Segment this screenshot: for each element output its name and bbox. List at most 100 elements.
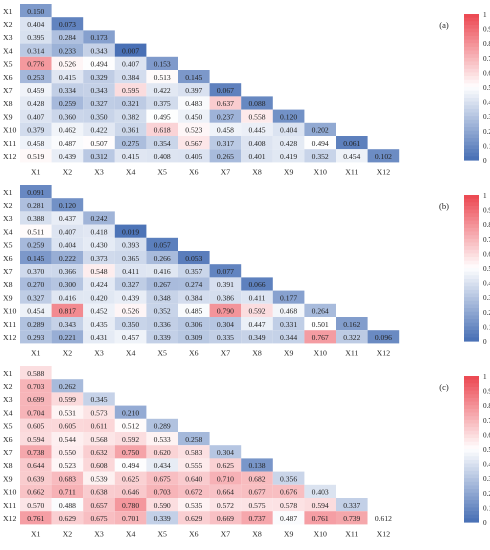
colorbar-tick-label: 0.5 <box>483 265 490 273</box>
heatmap-cell <box>178 251 210 265</box>
colorbar-segment <box>464 286 479 291</box>
heatmap-cell <box>83 56 115 70</box>
heatmap-cell <box>146 251 178 265</box>
heatmap-cell <box>178 317 210 331</box>
cell-value-label: 0.611 <box>91 422 108 431</box>
heatmap-cell <box>241 277 273 291</box>
panel-label: (c) <box>439 382 449 392</box>
heatmap-cell <box>51 264 84 278</box>
heatmap-cell <box>241 317 273 331</box>
heatmap-cell <box>114 498 147 512</box>
cell-value-label: 0.434 <box>154 461 171 470</box>
colorbar-segment <box>464 430 479 435</box>
cell-value-label: 0.401 <box>248 152 265 161</box>
colorbar-segment <box>464 72 479 77</box>
row-tick-label: X7 <box>3 86 13 95</box>
cell-value-label: 0.405 <box>185 152 202 161</box>
cell-value-label: 0.321 <box>122 99 139 108</box>
heatmap-cell <box>241 484 273 498</box>
heatmap-cell <box>20 277 52 291</box>
row-tick-label: X5 <box>3 241 13 250</box>
column-tick-label: X11 <box>345 348 358 357</box>
colorbar-tick-label: 0.8 <box>483 221 490 229</box>
heatmap-cell <box>51 392 84 406</box>
heatmap-cell <box>209 498 242 512</box>
heatmap-cell <box>20 303 52 317</box>
colorbar-segment <box>464 438 479 443</box>
colorbar-segment <box>464 213 479 218</box>
heatmap-cell <box>51 136 84 150</box>
cell-value-label: 0.738 <box>27 448 44 457</box>
cell-value-label: 0.428 <box>280 139 297 148</box>
cell-value-label: 0.293 <box>27 333 44 342</box>
cell-value-label: 0.404 <box>280 126 297 135</box>
cell-value-label: 0.350 <box>122 320 139 329</box>
colorbar-segment <box>464 333 479 338</box>
heatmap-cell <box>20 224 52 238</box>
cell-value-label: 0.817 <box>59 307 76 316</box>
cell-value-label: 0.312 <box>90 152 107 161</box>
colorbar-segment <box>464 275 479 280</box>
row-tick-label: X9 <box>3 112 13 121</box>
cell-value-label: 0.393 <box>122 241 139 250</box>
colorbar-tick-label: 0.9 <box>483 26 490 34</box>
cell-value-label: 0.676 <box>280 488 297 497</box>
heatmap-cell <box>20 237 52 251</box>
cell-value-label: 0.605 <box>59 422 76 431</box>
cell-value-label: 0.384 <box>122 73 139 82</box>
heatmap-cell <box>146 484 178 498</box>
heatmap-cell <box>114 445 147 459</box>
heatmap-cell <box>114 136 147 150</box>
heatmap-cell <box>241 330 273 344</box>
heatmap-cell <box>178 122 210 136</box>
colorbar-segment <box>464 408 479 414</box>
colorbar-segment <box>464 253 479 258</box>
heatmap-cell <box>241 290 273 304</box>
colorbar-tick-label: 0 <box>483 338 487 346</box>
cell-value-label: 0.379 <box>27 126 44 135</box>
cell-value-label: 0.102 <box>375 152 392 161</box>
heatmap-cell <box>20 43 52 57</box>
column-tick-label: X5 <box>157 167 167 176</box>
row-tick-label: X8 <box>3 461 13 470</box>
cell-value-label: 0.531 <box>59 408 76 417</box>
colorbar-segment <box>464 496 479 501</box>
cell-value-label: 0.640 <box>185 474 202 483</box>
colorbar-tick-label: 0.7 <box>483 55 490 63</box>
cell-value-label: 0.284 <box>59 33 76 42</box>
cell-value-label: 0.578 <box>280 501 297 510</box>
heatmap-cell <box>51 277 84 291</box>
colorbar-tick-label: 0.1 <box>483 142 490 150</box>
cell-value-label: 0.153 <box>154 60 171 69</box>
heatmap-cell <box>209 458 242 472</box>
cell-value-label: 0.675 <box>154 474 171 483</box>
heatmap-cell <box>241 122 273 136</box>
cell-value-label: 0.416 <box>154 267 171 276</box>
heatmap-cell <box>20 264 52 278</box>
cell-value-label: 0.150 <box>27 7 44 16</box>
cell-value-label: 0.430 <box>90 241 107 250</box>
column-tick-label: X7 <box>221 529 231 538</box>
colorbar-segment <box>464 195 479 200</box>
row-tick-label: X5 <box>3 422 13 431</box>
cell-value-label: 0.483 <box>185 99 202 108</box>
heatmap-cell <box>241 96 273 110</box>
row-tick-label: X7 <box>3 448 13 457</box>
heatmap-cell <box>241 136 273 150</box>
colorbar-tick-label: 0.7 <box>483 417 490 425</box>
colorbar-tick-label: 0.9 <box>483 388 490 396</box>
column-tick-label: X4 <box>126 167 136 176</box>
colorbar-segment <box>464 156 479 161</box>
heatmap-cell <box>304 330 336 344</box>
colorbar-segment <box>464 235 479 240</box>
colorbar-segment <box>464 46 479 52</box>
cell-value-label: 0.057 <box>154 241 171 250</box>
heatmap-cell <box>20 198 52 212</box>
cell-value-label: 0.366 <box>59 267 76 276</box>
row-tick-label: X10 <box>3 126 17 135</box>
cell-value-label: 0.088 <box>248 99 265 108</box>
cell-value-label: 0.360 <box>59 112 76 121</box>
heatmap-cell <box>209 445 242 459</box>
cell-value-label: 0.331 <box>280 320 297 329</box>
heatmap-cell <box>272 109 305 123</box>
